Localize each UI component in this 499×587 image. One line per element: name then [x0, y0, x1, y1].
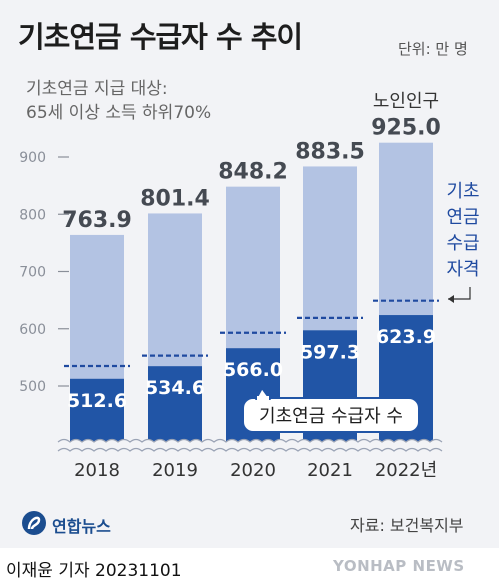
- eligibility-annotation-line: 수급: [446, 233, 479, 254]
- eligibility-annotation-line: 연금: [446, 207, 479, 228]
- y-tick-label: 900: [19, 150, 46, 166]
- axis-break-wave: [57, 447, 443, 452]
- elderly-value-label: 848.2: [218, 160, 288, 185]
- recipient-bar: [70, 378, 124, 448]
- x-category-label: 2019: [152, 460, 198, 481]
- elderly-population-annotation: 노인인구: [373, 91, 439, 112]
- elderly-value-label: 801.4: [140, 186, 210, 211]
- eligibility-annotation-line: 자격: [446, 259, 479, 280]
- recipient-bar: [148, 366, 202, 448]
- y-tick-label: 600: [19, 322, 46, 338]
- x-category-label: 2020: [230, 460, 276, 481]
- elderly-value-label: 763.9: [62, 208, 132, 233]
- y-tick-label: 800: [19, 207, 46, 223]
- recipients-callout-join: [257, 396, 269, 400]
- x-category-label: 2018: [74, 460, 120, 481]
- x-category-label: 2021: [307, 460, 353, 481]
- logo-text: 연합뉴스: [52, 517, 111, 536]
- bar-plot: 900 800 700 600 500 763.9 512.6 2018 801.4 534.6…: [19, 91, 479, 481]
- chart-title: 기초연금 수급자 수 추이: [18, 20, 303, 54]
- eligibility-pointer-line: [448, 287, 471, 300]
- recipient-value-label: 534.6: [145, 377, 205, 399]
- x-category-label: 2022년: [375, 460, 437, 481]
- recipient-value-label: 566.0: [223, 359, 283, 381]
- yonhap-logo-icon: [22, 511, 46, 535]
- byline: 이재윤 기자 20231101: [6, 561, 182, 581]
- watermark-text: YONHAP NEWS: [333, 557, 465, 575]
- subtitle-line-2: 65세 이상 소득 하위70%: [26, 103, 212, 123]
- recipient-value-label: 512.6: [67, 390, 127, 412]
- unit-label: 단위: 만 명: [398, 40, 468, 58]
- y-tick-label: 700: [19, 265, 46, 281]
- source-label: 자료: 보건복지부: [350, 516, 464, 535]
- axis-break-wave: [57, 438, 443, 443]
- y-tick-label: 500: [19, 379, 46, 395]
- recipients-callout-box: [242, 397, 420, 433]
- eligibility-pointer-arrow: [448, 295, 454, 303]
- recipient-value-label: 597.3: [300, 341, 360, 363]
- elderly-value-label: 883.5: [295, 139, 365, 164]
- elderly-value-label: 925.0: [371, 116, 441, 141]
- eligibility-annotation-line: 기초: [446, 181, 479, 202]
- chart-card: 기초연금 수급자 수 추이 단위: 만 명 기초연금 지급 대상: 65세 이상…: [0, 0, 499, 548]
- subtitle-line-1: 기초연금 지급 대상:: [26, 79, 168, 99]
- footer-bar: 이재윤 기자 20231101 YONHAP NEWS: [0, 548, 499, 587]
- recipients-callout-text: 기초연금 수급자 수: [259, 406, 403, 427]
- recipient-value-label: 623.9: [376, 326, 436, 348]
